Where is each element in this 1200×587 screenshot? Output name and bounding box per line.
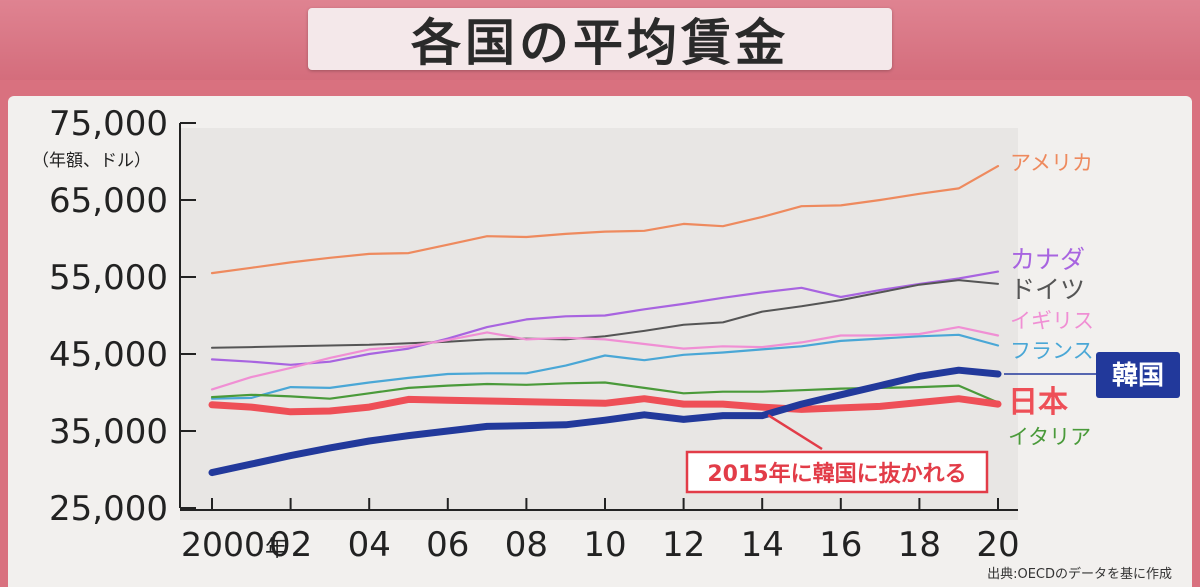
y-tick-label: 35,000	[49, 412, 168, 452]
series-line	[208, 366, 1002, 477]
x-tick-label: 12	[662, 525, 705, 565]
x-tick-label: 02	[269, 525, 312, 565]
y-tick-label: 45,000	[49, 335, 168, 375]
series-label: イタリア	[1008, 425, 1091, 449]
series-label: ドイツ	[1010, 275, 1085, 304]
series-line	[208, 395, 1002, 416]
x-tick-label: 04	[348, 525, 391, 565]
series-label: イギリス	[1010, 309, 1094, 333]
x-tick-label: 10	[583, 525, 626, 565]
y-tick-label: 75,000	[49, 104, 168, 144]
y-unit-label: （年額、ドル）	[32, 151, 151, 171]
series-line	[210, 270, 1000, 366]
series-label: アメリカ	[1010, 151, 1093, 175]
annotation: 2015年に韓国に抜かれる	[685, 414, 989, 494]
korea-label-box	[1096, 352, 1180, 398]
series-label: 韓国	[1112, 361, 1164, 391]
y-tick-label: 65,000	[49, 181, 168, 221]
y-tick-label: 55,000	[49, 258, 168, 298]
annotation-pointer	[767, 414, 823, 451]
series-label: カナダ	[1010, 245, 1085, 274]
y-tick-label: 25,000	[49, 489, 168, 529]
annotation-text: 2015年に韓国に抜かれる	[707, 461, 966, 487]
x-tick-label: 16	[819, 525, 862, 565]
series-lines	[208, 165, 1002, 477]
x-tick-label: 18	[898, 525, 941, 565]
series-label: 日本	[1008, 385, 1068, 420]
x-tick-label: 06	[426, 525, 469, 565]
x-tick-label: 2000年	[181, 525, 287, 564]
page-title: 各国の平均賃金	[411, 14, 789, 72]
x-tick-label: 20	[976, 525, 1019, 565]
series-label: フランス	[1010, 339, 1094, 363]
x-tick-label: 14	[741, 525, 784, 565]
y-axis: 25,000 35,000 45,000 55,000 65,000 75,000 （年額、…	[32, 104, 196, 529]
title-band: 各国の平均賃金	[0, 0, 1200, 80]
x-tick-label: 08	[505, 525, 548, 565]
title-plate: 各国の平均賃金	[308, 8, 892, 72]
series-line	[210, 333, 1000, 400]
annotation-box	[685, 450, 989, 494]
source-note: 出典:OECDのデータを基に作成	[987, 567, 1172, 582]
series-line	[210, 165, 1000, 275]
series-line	[210, 326, 1000, 391]
series-line	[211, 279, 999, 349]
